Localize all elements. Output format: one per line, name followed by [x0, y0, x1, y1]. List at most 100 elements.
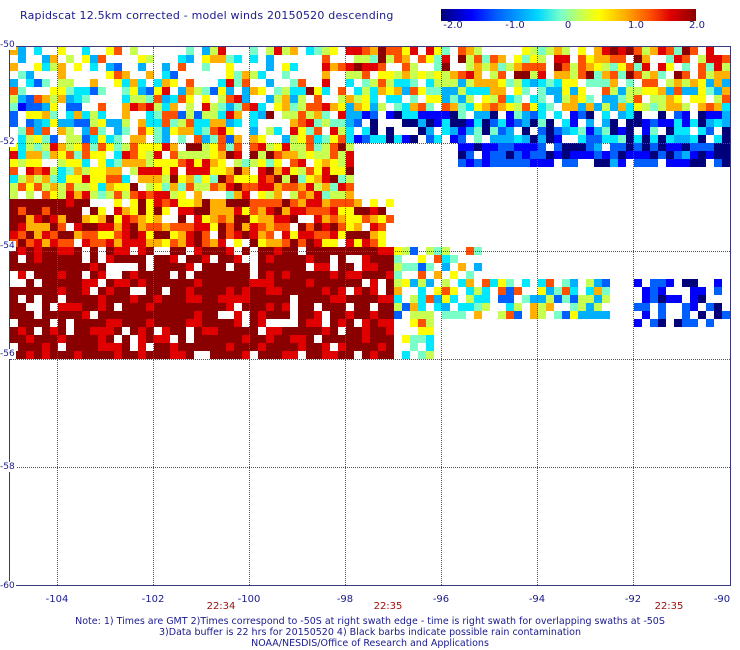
- wind-cell: [154, 183, 162, 191]
- wind-cell: [426, 295, 434, 303]
- wind-cell: [346, 223, 354, 231]
- wind-cell: [98, 87, 106, 95]
- wind-cell: [338, 191, 346, 199]
- wind-cell: [186, 151, 194, 159]
- wind-cell: [218, 175, 226, 183]
- wind-cell: [226, 215, 234, 223]
- wind-cell: [106, 191, 114, 199]
- wind-cell: [706, 71, 714, 79]
- wind-cell: [50, 351, 58, 359]
- wind-cell: [98, 167, 106, 175]
- wind-cell: [482, 143, 490, 151]
- wind-cell: [250, 175, 258, 183]
- lat-tick-label: -58: [0, 462, 16, 472]
- wind-cell: [346, 207, 354, 215]
- wind-cell: [58, 47, 66, 55]
- wind-cell: [378, 263, 386, 271]
- wind-cell: [674, 55, 682, 63]
- wind-cell: [250, 127, 258, 135]
- wind-cell: [346, 127, 354, 135]
- wind-cell: [474, 295, 482, 303]
- wind-cell: [138, 95, 146, 103]
- wind-cell: [194, 119, 202, 127]
- wind-cell: [34, 47, 42, 55]
- wind-cell: [266, 223, 274, 231]
- wind-cell: [666, 295, 674, 303]
- wind-cell: [258, 295, 266, 303]
- wind-cell: [266, 55, 274, 63]
- wind-cell: [298, 199, 306, 207]
- wind-cell: [122, 351, 130, 359]
- wind-cell: [154, 167, 162, 175]
- wind-cell: [130, 351, 138, 359]
- wind-cell: [130, 319, 138, 327]
- wind-cell: [370, 263, 378, 271]
- wind-cell: [218, 183, 226, 191]
- wind-cell: [250, 71, 258, 79]
- wind-cell: [82, 343, 90, 351]
- wind-cell: [474, 303, 482, 311]
- wind-cell: [546, 159, 554, 167]
- wind-cell: [594, 135, 602, 143]
- wind-cell: [714, 143, 722, 151]
- wind-cell: [314, 255, 322, 263]
- wind-cell: [578, 143, 586, 151]
- wind-cell: [130, 95, 138, 103]
- wind-cell: [570, 119, 578, 127]
- wind-cell: [346, 239, 354, 247]
- wind-cell: [18, 199, 26, 207]
- wind-cell: [402, 303, 410, 311]
- wind-cell: [530, 71, 538, 79]
- wind-cell: [66, 239, 74, 247]
- wind-cell: [226, 175, 234, 183]
- wind-cell: [730, 143, 731, 151]
- wind-cell: [290, 111, 298, 119]
- wind-cell: [266, 215, 274, 223]
- lon-gridline: [153, 47, 154, 585]
- lat-tick-label: -52: [0, 137, 16, 147]
- wind-cell: [306, 191, 314, 199]
- wind-cell: [26, 207, 34, 215]
- wind-cell: [514, 55, 522, 63]
- wind-cell: [250, 159, 258, 167]
- wind-cell: [170, 95, 178, 103]
- wind-cell: [274, 159, 282, 167]
- wind-cell: [34, 167, 42, 175]
- wind-cell: [370, 231, 378, 239]
- wind-cell: [50, 95, 58, 103]
- wind-cell: [202, 223, 210, 231]
- wind-cell: [458, 159, 466, 167]
- lat-tick-label: -60: [0, 581, 16, 591]
- wind-cell: [234, 279, 242, 287]
- wind-cell: [634, 143, 642, 151]
- wind-cell: [194, 191, 202, 199]
- map-plot-area[interactable]: [9, 46, 731, 586]
- wind-difference-cells: [10, 47, 731, 359]
- wind-cell: [74, 223, 82, 231]
- wind-cell: [402, 335, 410, 343]
- wind-cell: [218, 239, 226, 247]
- wind-cell: [498, 79, 506, 87]
- wind-cell: [618, 95, 626, 103]
- wind-cell: [42, 231, 50, 239]
- wind-cell: [650, 135, 658, 143]
- wind-cell: [306, 47, 314, 55]
- wind-cell: [42, 287, 50, 295]
- wind-cell: [618, 111, 626, 119]
- wind-cell: [498, 311, 506, 319]
- wind-cell: [386, 55, 394, 63]
- wind-cell: [218, 143, 226, 151]
- wind-cell: [154, 175, 162, 183]
- wind-cell: [306, 111, 314, 119]
- wind-cell: [442, 71, 450, 79]
- wind-cell: [378, 215, 386, 223]
- wind-cell: [370, 103, 378, 111]
- wind-cell: [250, 207, 258, 215]
- wind-cell: [490, 279, 498, 287]
- wind-cell: [146, 183, 154, 191]
- wind-cell: [154, 135, 162, 143]
- wind-cell: [418, 271, 426, 279]
- wind-cell: [106, 295, 114, 303]
- wind-cell: [242, 335, 250, 343]
- wind-cell: [18, 47, 26, 55]
